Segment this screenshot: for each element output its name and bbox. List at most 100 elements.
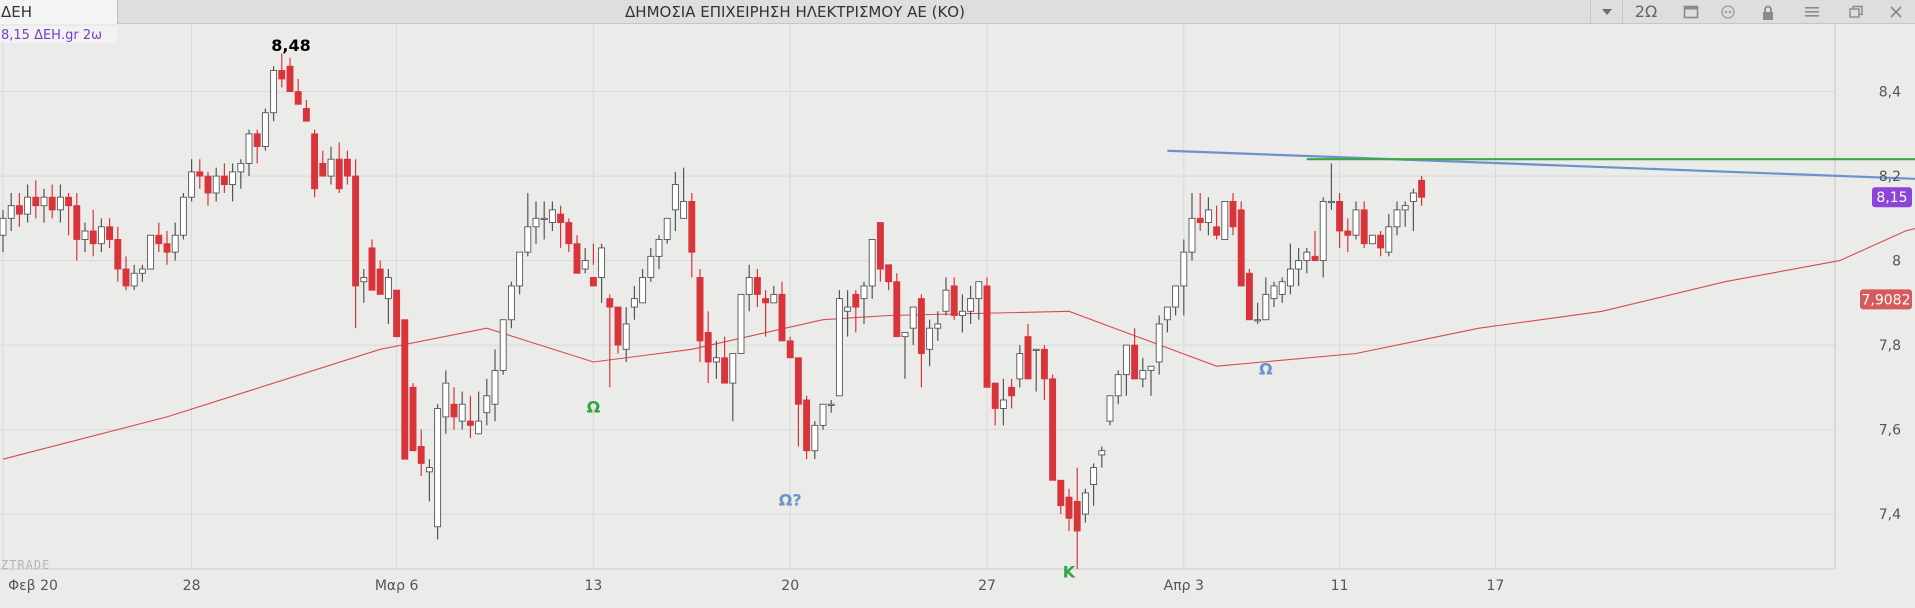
candle-body [1377,234,1385,249]
link-icon[interactable] [1710,0,1746,24]
candle [1213,205,1221,240]
x-tick-label: Μαρ 6 [375,578,419,594]
candle-body [1360,209,1368,245]
candle [106,218,114,248]
candle-body [442,382,450,418]
candle-body [1229,200,1237,228]
candle [1221,200,1229,240]
candle-body [1336,200,1344,232]
ma-value-text: 7,9082 [1862,292,1911,308]
candle [893,273,901,338]
annotations-layer: 8,48 Ω Ω? Κ Ω [271,36,1273,582]
menu-icon[interactable] [1794,0,1830,24]
candle-body [934,323,942,329]
candle-body [48,196,56,211]
candle [516,251,524,295]
candle-body [1008,386,1016,397]
candle [565,218,573,253]
candle-body [212,175,220,194]
candle [1122,344,1130,396]
candle [1270,281,1278,308]
candle-body [926,327,934,350]
candle [417,429,425,477]
candle-body [286,65,294,93]
candle [1393,201,1401,236]
candle [368,239,376,291]
x-tick-label: 11 [1331,578,1349,594]
candle [196,159,204,189]
last-price-text: 8,15 [1876,190,1907,206]
candle-body [786,340,794,359]
candle-body [745,277,753,295]
candle-body [901,331,909,338]
candle [1254,302,1262,324]
candle [319,150,327,177]
candle [639,269,647,304]
price-chart[interactable]: 8,48 Ω Ω? Κ Ω 7,4 7,6 7,8 8 8,2 8,4 Φεβ 20 28 Μαρ 6 1… [0,24,1915,608]
toolbar: ΔΕΗ ΔΗΜΟΣΙΑ ΕΠΙΧΕΙΡΗΣΗ ΗΛΕΚΤΡΙΣΜΟΥ ΑΕ (Κ… [0,0,1915,24]
window-icon[interactable] [1673,0,1709,24]
candle-body [852,293,860,308]
candle [163,231,171,265]
candle-body [794,357,802,405]
candle-body [909,306,917,329]
candle-body [614,306,622,346]
legend-text: 8,15 ΔΕΗ.gr 2ω [1,28,102,43]
x-tick-label: 13 [584,578,602,594]
candle [1303,247,1311,274]
candle-body [803,399,811,452]
candle-body [1139,369,1147,380]
candle [458,391,466,430]
candle-body [1401,205,1409,211]
candle-body [1327,200,1335,204]
candle-body [942,289,950,312]
restore-icon[interactable] [1838,0,1874,24]
candle [1131,328,1139,380]
candle-body [844,306,852,312]
candle-body [655,239,663,257]
candle-body [1368,234,1376,245]
candle-body [811,424,819,452]
trendlines-layer [1167,149,1915,180]
candle [1368,234,1376,245]
candle-body [171,234,179,253]
lock-icon[interactable] [1750,0,1786,24]
candle-body [253,133,261,147]
candle [794,357,802,447]
pattern-annotation: Ω [587,398,601,417]
close-icon[interactable] [1878,0,1914,24]
chevron-down-icon[interactable] [1590,0,1623,24]
ticker-field[interactable]: ΔΕΗ [0,0,118,24]
candle-body [311,133,319,190]
candle [770,285,778,304]
candle-body [868,239,876,287]
candle-body [893,281,901,338]
candle [1147,365,1155,396]
candle [835,290,843,397]
candle [237,159,245,189]
candle-body [1254,319,1262,322]
candle [507,281,515,329]
candle-body [7,205,15,219]
candle [24,184,32,223]
period-button[interactable]: 2Ω [1622,0,1669,24]
candle-body [729,353,737,384]
candle-body [450,403,458,418]
candle [680,167,688,219]
candle-body [598,247,606,278]
candle-body [721,357,729,384]
candle [737,293,745,354]
candle-body [975,281,983,300]
candle-body [680,200,688,219]
candle [598,243,606,303]
candle [1155,315,1163,375]
candle [589,243,597,287]
candle [786,336,794,359]
candle [1352,201,1360,240]
candle [1172,285,1180,316]
candle-body [1155,323,1163,363]
candle-body [401,319,409,460]
candle-body [967,298,975,312]
candle-body [343,158,351,177]
candle-body [1172,285,1180,308]
